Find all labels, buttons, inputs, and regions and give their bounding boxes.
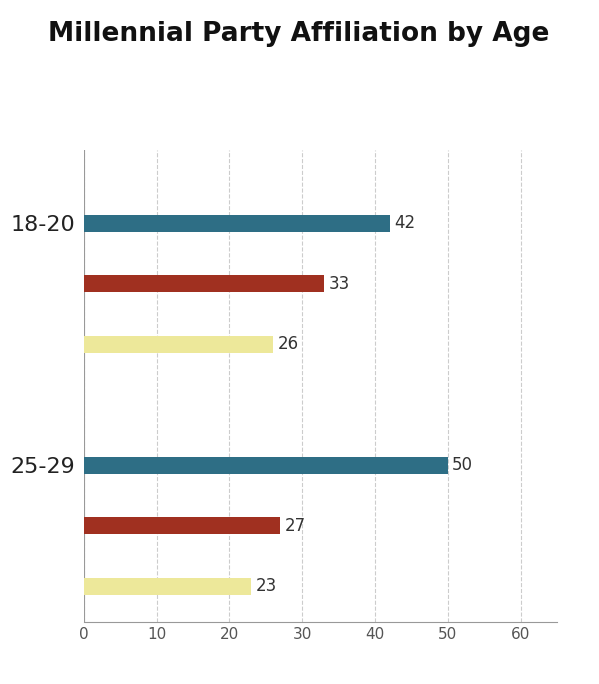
Text: 27: 27 (285, 516, 306, 535)
Bar (84, 578, 252, 594)
Text: 42: 42 (394, 214, 415, 232)
Text: 50: 50 (452, 456, 473, 474)
Text: 26: 26 (277, 335, 299, 353)
Bar (84, 275, 324, 292)
Text: 23: 23 (256, 577, 277, 595)
Bar (84, 517, 280, 534)
Bar (84, 336, 273, 352)
Text: Millennial Party Affiliation by Age: Millennial Party Affiliation by Age (48, 21, 549, 47)
Bar (84, 215, 389, 232)
Text: 33: 33 (328, 274, 350, 293)
Bar (84, 457, 448, 473)
